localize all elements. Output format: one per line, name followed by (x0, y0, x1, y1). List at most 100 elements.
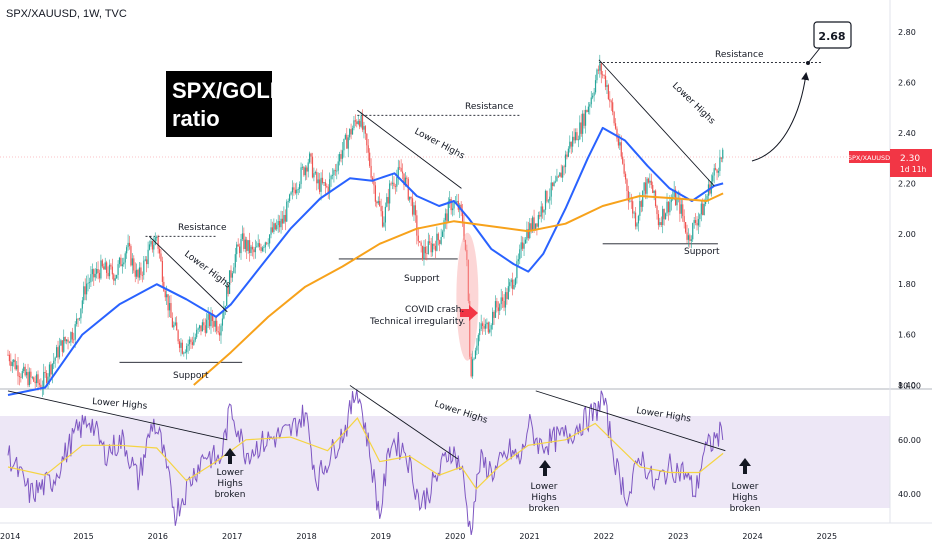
candle-body-190 (279, 221, 281, 228)
candle-body-41 (66, 339, 68, 342)
resistance-label-2023: Resistance (715, 50, 764, 60)
y-tick-label-3: 2.00 (898, 230, 916, 239)
candle-body-213 (311, 156, 314, 178)
candle-body-415 (600, 63, 602, 75)
y-tick-label-2: 1.80 (898, 280, 916, 289)
header-symbol[interactable]: SPX/XAUUSD, 1W, TVC (6, 8, 127, 20)
candle-body-200 (293, 187, 295, 190)
candle-body-138 (204, 325, 206, 333)
candle-body-468 (676, 198, 678, 206)
candle-body-429 (620, 142, 622, 157)
candle-body-320 (464, 239, 467, 250)
candle-body-261 (380, 206, 382, 212)
candle-body-11 (23, 366, 25, 372)
candle-body-210 (307, 162, 309, 172)
candle-body-322 (467, 259, 469, 302)
price-tag-symbol-box[interactable] (849, 151, 890, 163)
candle-body-120 (178, 341, 181, 348)
candle-body-439 (634, 212, 637, 227)
candle-body-413 (597, 69, 599, 71)
candle-body-350 (507, 286, 509, 300)
candle-body-488 (705, 199, 707, 205)
candle-body-357 (517, 259, 519, 262)
candle-body-456 (659, 222, 661, 226)
candle-body-0 (7, 354, 9, 356)
candle-body-81 (123, 262, 125, 265)
y-tick-label-0: 1.40 (898, 381, 916, 390)
candle-body-433 (626, 179, 628, 192)
candle-body-345 (500, 297, 502, 305)
candle-body-343 (497, 307, 499, 311)
candle-body-272 (396, 176, 398, 187)
candle-body-383 (554, 181, 557, 183)
candle-body-128 (190, 339, 192, 343)
candle-body-169 (248, 240, 251, 253)
candle-body-232 (339, 154, 341, 162)
candle-body-286 (416, 215, 418, 236)
candle-body-432 (624, 173, 627, 180)
x-tick-label-9: 2023 (668, 532, 688, 541)
candle-body-80 (121, 264, 123, 267)
candle-body-133 (197, 328, 199, 330)
candle-body-430 (622, 156, 624, 164)
candle-body-321 (466, 249, 468, 260)
candle-body-464 (670, 199, 672, 203)
candle-body-104 (156, 236, 158, 238)
candle-body-471 (680, 204, 682, 214)
candle-body-205 (300, 167, 302, 185)
candle-body-253 (369, 152, 371, 166)
rsi-broken-label-3b: Highs (732, 493, 758, 503)
candle-body-314 (456, 200, 458, 203)
candle-body-370 (536, 223, 538, 227)
x-tick-label-11: 2025 (817, 532, 837, 541)
candle-body-78 (118, 257, 121, 265)
candle-body-121 (180, 342, 182, 348)
candle-body-30 (50, 364, 52, 375)
candle-body-500 (722, 149, 724, 159)
candle-body-396 (573, 136, 575, 141)
candle-body-263 (383, 222, 385, 227)
moving-average-slow-line (193, 192, 724, 386)
support-label-2023: Support (684, 247, 720, 257)
candle-body-352 (510, 279, 512, 283)
candle-body-496 (716, 169, 718, 173)
candle-body-168 (247, 240, 249, 251)
candle-body-498 (719, 157, 721, 171)
candle-body-235 (343, 138, 345, 151)
candle-body-150 (221, 318, 224, 326)
candle-body-475 (686, 232, 688, 240)
candle-body-155 (228, 270, 231, 294)
candle-body-282 (410, 196, 412, 199)
candle-body-280 (407, 179, 409, 200)
candle-body-212 (310, 153, 312, 157)
candle-body-223 (326, 185, 328, 187)
candle-body-416 (602, 74, 604, 76)
candle-body-462 (667, 201, 670, 213)
rsi-lower-highs-trendline-0 (7, 390, 228, 441)
rsi-lower-highs-trendline-1 (349, 385, 458, 460)
candle-body-38 (61, 340, 63, 352)
candle-body-33 (54, 357, 56, 361)
candle-body-182 (267, 243, 269, 245)
y-tick-label-6: 2.60 (898, 79, 916, 88)
candle-body-167 (246, 239, 248, 251)
candle-body-17 (31, 377, 33, 379)
candle-body-19 (34, 381, 36, 384)
candle-body-288 (419, 241, 421, 243)
candle-body-285 (414, 205, 417, 216)
candle-body-397 (574, 132, 577, 141)
candle-body-100 (150, 241, 152, 245)
candle-body-299 (434, 245, 437, 251)
candle-body-359 (520, 242, 522, 250)
candle-body-110 (164, 291, 166, 298)
candle-body-419 (606, 85, 608, 87)
candle-body-73 (111, 266, 113, 275)
candle-body-269 (391, 182, 394, 184)
candle-body-196 (287, 200, 289, 202)
candle-body-63 (97, 268, 99, 273)
candle-body-106 (158, 248, 161, 254)
candle-body-291 (423, 246, 425, 260)
candle-body-99 (148, 244, 151, 250)
price-tag-box[interactable] (890, 149, 932, 177)
candle-body-65 (100, 260, 102, 279)
